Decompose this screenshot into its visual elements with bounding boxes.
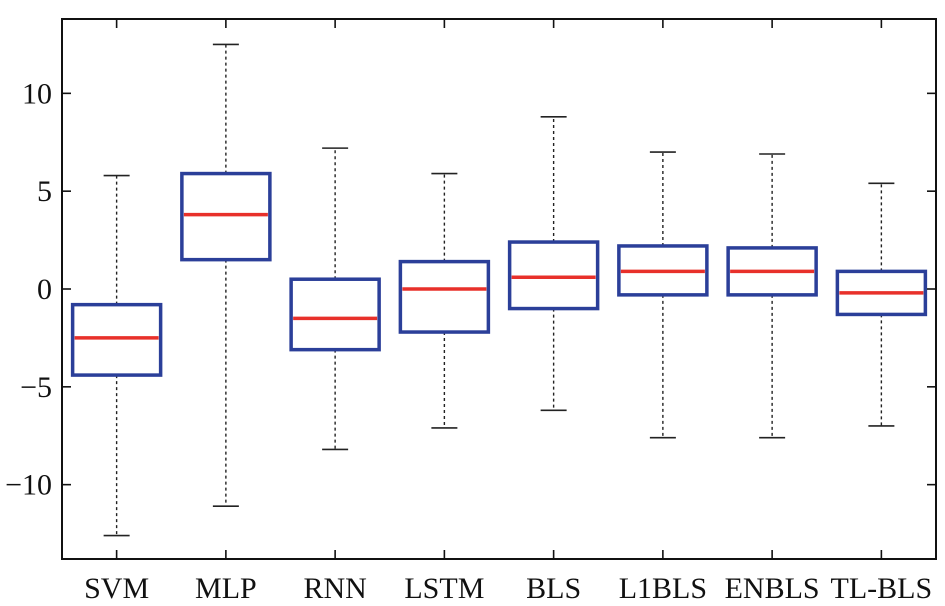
x-tick-label-lstm: LSTM [404, 572, 484, 605]
y-tick-label: 10 [22, 77, 52, 110]
x-tick-label-svm: SVM [84, 572, 149, 605]
box-group-bls [507, 116, 600, 412]
box-group-enbls [726, 153, 818, 439]
box-l1bls [617, 244, 709, 297]
box-group-mlp [180, 43, 272, 507]
x-tick-label-enbls: ENBLS [725, 572, 820, 605]
box-group-tl-bls [835, 182, 928, 427]
box-rnn [289, 277, 381, 352]
y-tick-label: −5 [20, 371, 52, 404]
box-group-lstm [398, 172, 491, 429]
x-tick-label-bls: BLS [526, 572, 581, 605]
box-bls [507, 240, 600, 311]
y-tick-label: 5 [37, 175, 52, 208]
x-tick-label-mlp: MLP [195, 572, 257, 605]
y-tick-label: 0 [37, 273, 52, 306]
box-lstm [398, 259, 491, 334]
box-tl-bls [835, 269, 928, 317]
box-group-l1bls [617, 151, 709, 439]
x-tick-label-tl-bls: TL-BLS [831, 572, 933, 605]
x-tick-label-rnn: RNN [303, 572, 366, 605]
box-group-svm [70, 174, 163, 537]
plot-frame [61, 18, 937, 560]
box-enbls [726, 246, 818, 297]
x-tick-label-l1bls: L1BLS [619, 572, 707, 605]
box-svm [70, 302, 163, 377]
y-tick-label: −10 [5, 469, 52, 502]
box-mlp [180, 171, 272, 262]
box-group-rnn [289, 147, 381, 451]
